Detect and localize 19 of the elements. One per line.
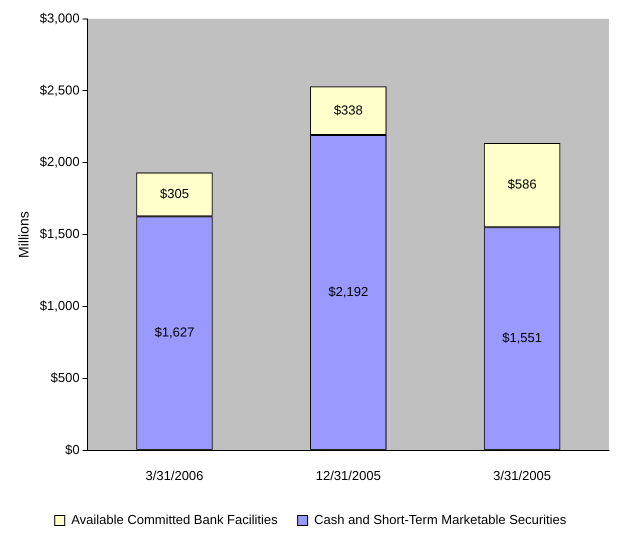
y-tick-label: $2,000: [40, 154, 80, 170]
x-tick-label: 12/31/2005: [316, 468, 381, 483]
data-label: $338: [334, 102, 363, 118]
x-tick-label: 3/31/2005: [493, 468, 552, 483]
x-tick-label: 3/31/2006: [146, 468, 204, 483]
y-tick-label: $1,000: [40, 298, 80, 314]
data-label: $1,551: [502, 330, 542, 346]
y-tick-label: $500: [50, 370, 80, 386]
y-tick-label: $2,500: [40, 82, 80, 98]
legend-label: Available Committed Bank Facilities: [71, 512, 278, 528]
legend-label: Cash and Short-Term Marketable Securities: [314, 512, 567, 528]
data-label: $586: [508, 176, 537, 192]
y-axis-title: Millions: [15, 211, 32, 258]
y-tick-label: $0: [65, 442, 80, 457]
y-tick-label: $1,500: [40, 226, 80, 242]
y-tick-label: $3,000: [40, 10, 80, 26]
data-label: $2,192: [328, 284, 368, 300]
data-label: $1,627: [154, 324, 194, 340]
data-label: $305: [160, 186, 189, 201]
